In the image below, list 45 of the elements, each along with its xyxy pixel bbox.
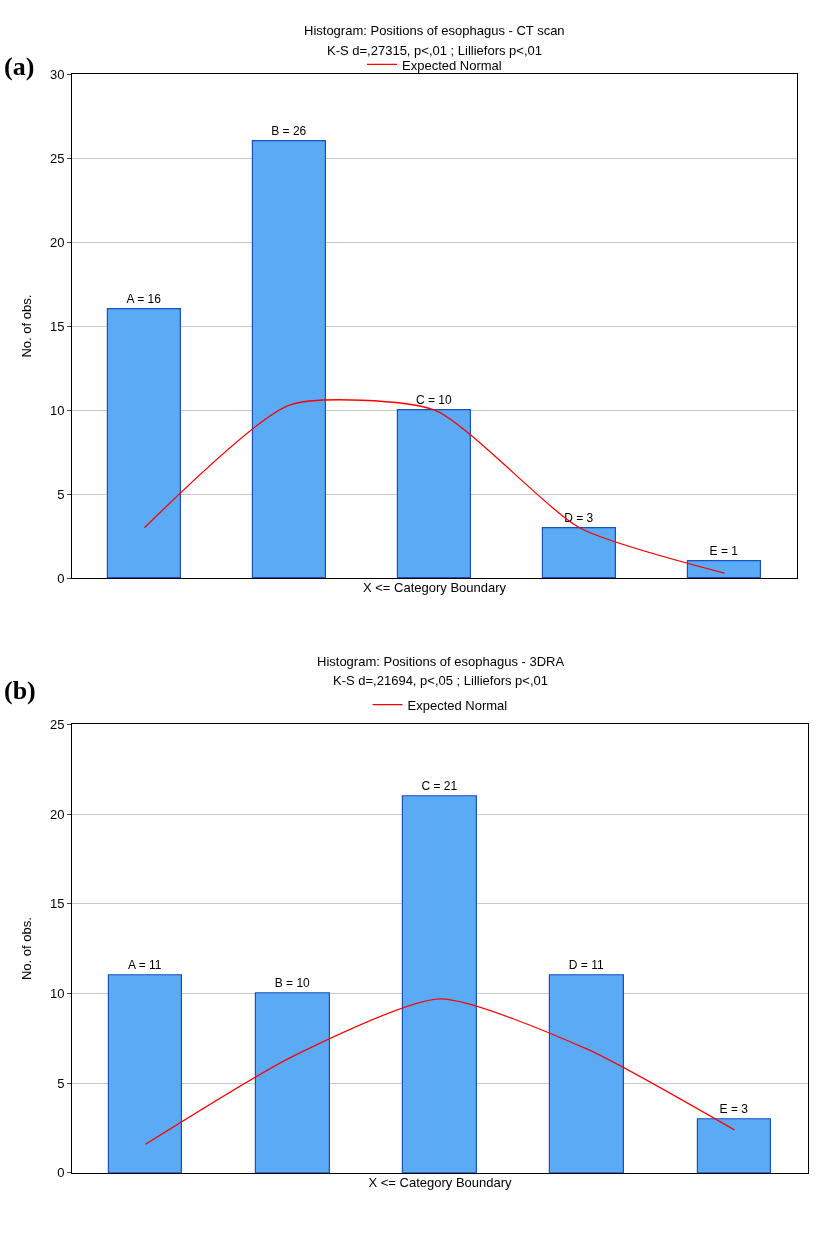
y-axis-title: No. of obs. <box>18 294 34 358</box>
bar <box>396 408 471 579</box>
legend-label: Expected Normal <box>402 57 502 73</box>
y-tick-label: 0 <box>57 570 65 586</box>
y-tick-label: 20 <box>49 234 65 250</box>
line-series <box>144 998 736 1145</box>
bar <box>548 974 624 1173</box>
bar <box>251 139 326 579</box>
bar <box>696 1118 771 1173</box>
y-tick-label: 25 <box>49 150 65 166</box>
data-label: B = 10 <box>274 975 311 990</box>
chart-title: Histogram: Positions of esophagus - CT scan <box>304 23 565 38</box>
y-tick-label: 15 <box>49 318 65 334</box>
chart-subtitle: K-S d=,21694, p<,05 ; Lilliefors p<,01 <box>333 673 549 688</box>
data-label: E = 3 <box>719 1101 749 1116</box>
data-label: D = 11 <box>568 957 604 972</box>
x-axis-title: X <= Category Boundary <box>362 579 507 595</box>
chart-subtitle: K-S d=,27315, p<,01 ; Lilliefors p<,01 <box>327 43 543 58</box>
bar <box>401 795 477 1173</box>
y-tick-label: 20 <box>49 806 65 822</box>
data-label: C = 10 <box>415 392 452 407</box>
y-tick-label: 30 <box>49 66 65 82</box>
data-label: B = 26 <box>271 123 307 138</box>
data-label: E = 1 <box>709 543 739 558</box>
bar <box>686 559 761 579</box>
y-tick-label: 25 <box>49 716 65 732</box>
y-tick-label: 0 <box>57 1165 65 1181</box>
y-tick-label: 5 <box>57 1075 65 1091</box>
text: (a) <box>4 52 35 81</box>
y-axis-title: No. of obs. <box>18 917 34 981</box>
y-tick-label: 15 <box>49 896 65 912</box>
data-label: A = 11 <box>128 957 162 972</box>
bar <box>107 974 182 1173</box>
chart-title: Histogram: Positions of esophagus - 3DRA <box>317 654 565 669</box>
text: (b) <box>4 676 36 705</box>
bar <box>106 307 181 579</box>
data-label: A = 16 <box>126 291 162 306</box>
y-tick-label: 5 <box>57 486 65 502</box>
bar <box>254 992 330 1173</box>
y-tick-label: 10 <box>49 402 65 418</box>
legend-label: Expected Normal <box>407 697 508 713</box>
data-label: C = 21 <box>421 778 458 793</box>
x-axis-title: X <= Category Boundary <box>368 1174 513 1190</box>
bar <box>541 526 616 579</box>
y-tick-label: 10 <box>49 986 65 1002</box>
